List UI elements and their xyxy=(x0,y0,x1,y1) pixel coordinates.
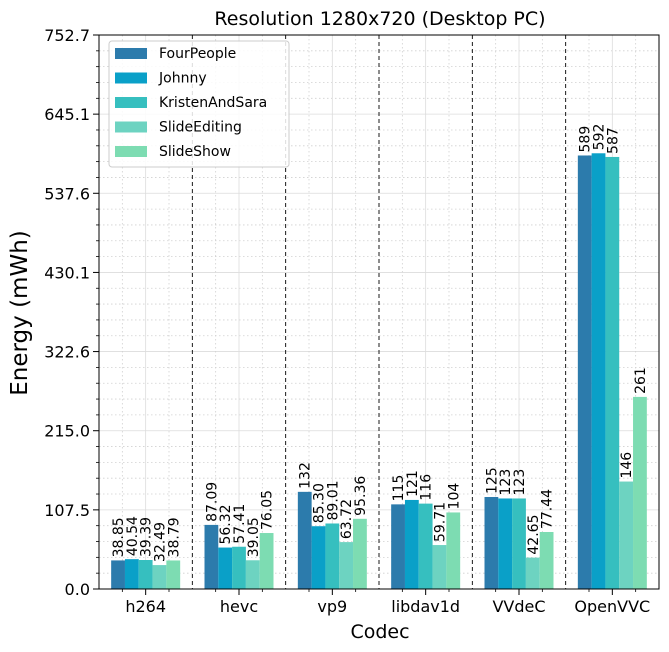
bar-Johnny-OpenVVC xyxy=(591,153,606,589)
bar-KristenAndSara-vp9 xyxy=(325,523,340,589)
bar-label: 592 xyxy=(592,124,608,151)
bar-label: 89.01 xyxy=(325,480,341,520)
legend-label: KristenAndSara xyxy=(159,95,267,111)
bar-SlideShow-VVdeC xyxy=(539,532,554,589)
bar-KristenAndSara-libdav1d xyxy=(418,503,433,589)
y-tick-label: 752.7 xyxy=(44,26,90,45)
bar-label: 132 xyxy=(298,462,314,489)
bar-Johnny-vp9 xyxy=(311,526,326,589)
bar-label: 40.54 xyxy=(125,516,141,556)
y-tick-label: 645.1 xyxy=(44,105,90,124)
bar-label: 123 xyxy=(498,469,514,496)
y-axis-label: Energy (mWh) xyxy=(7,230,33,396)
bar-label: 38.85 xyxy=(111,517,127,557)
bar-KristenAndSara-VVdeC xyxy=(512,498,526,589)
x-tick-label: VVdeC xyxy=(492,597,545,616)
bar-label: 95.36 xyxy=(353,476,369,516)
bar-SlideEditing-OpenVVC xyxy=(619,481,634,589)
bar-label: 76.05 xyxy=(260,490,276,530)
bars xyxy=(111,153,647,590)
bar-label: 116 xyxy=(419,474,435,501)
bar-label: 589 xyxy=(578,126,594,153)
y-tick-label: 537.6 xyxy=(44,184,90,203)
bar-Johnny-VVdeC xyxy=(498,498,513,589)
y-tick-label: 215.0 xyxy=(44,422,90,441)
bar-SlideEditing-hevc xyxy=(245,560,260,589)
bar-SlideShow-h264 xyxy=(166,560,181,589)
legend-swatch-FourPeople xyxy=(115,48,147,59)
x-tick-label: h264 xyxy=(125,597,166,616)
bar-Johnny-h264 xyxy=(124,559,139,589)
chart-title: Resolution 1280x720 (Desktop PC) xyxy=(214,8,545,30)
legend-swatch-SlideEditing xyxy=(115,121,147,133)
plot-frame xyxy=(98,34,660,590)
bar-SlideEditing-VVdeC xyxy=(525,557,540,589)
bar-SlideShow-libdav1d xyxy=(446,512,461,589)
bar-SlideShow-hevc xyxy=(259,533,274,589)
bar-label: 38.79 xyxy=(166,517,182,557)
bar-Johnny-libdav1d xyxy=(404,499,419,589)
legend-label: SlideEditing xyxy=(159,120,242,136)
bar-FourPeople-h264 xyxy=(111,560,125,589)
bar-label: 77.44 xyxy=(540,489,556,529)
legend-box xyxy=(108,40,290,168)
y-tick-label: 107.5 xyxy=(44,501,90,520)
bar-SlideEditing-h264 xyxy=(152,565,167,589)
bar-label: 261 xyxy=(633,367,649,394)
bar-FourPeople-vp9 xyxy=(297,491,312,589)
bar-label: 42.65 xyxy=(526,515,542,555)
bar-Johnny-hevc xyxy=(218,547,233,589)
bar-label: 123 xyxy=(512,469,528,496)
legend-label: FourPeople xyxy=(159,46,236,62)
bar-SlideEditing-vp9 xyxy=(339,542,354,589)
x-axis-label: Codec xyxy=(350,621,409,643)
legend: FourPeople Johnny KristenAndSara SlideEditi… xyxy=(108,40,290,168)
x-tick-label: hevc xyxy=(220,597,258,616)
legend-swatch-KristenAndSara xyxy=(115,97,147,108)
bar-label: 59.71 xyxy=(432,502,448,542)
bar-FourPeople-OpenVVC xyxy=(577,155,592,590)
bar-label: 32.49 xyxy=(152,522,168,562)
bar-FourPeople-hevc xyxy=(204,524,219,589)
bar-label: 121 xyxy=(405,470,421,497)
legend-swatch-Johnny xyxy=(115,72,147,84)
bar-label: 39.05 xyxy=(246,517,262,557)
bar-label: 125 xyxy=(484,467,500,494)
bar-label: 57.41 xyxy=(232,504,248,544)
bar-label: 56.32 xyxy=(218,504,234,544)
x-axis: h264 hevc vp9 libdav1d VVdeC OpenVVC xyxy=(121,589,650,616)
y-axis: 0.0 107.5 215.0 322.6 430.1 537.6 645.1 752.7 xyxy=(44,26,99,599)
bar-KristenAndSara-h264 xyxy=(138,560,153,589)
x-tick-label: libdav1d xyxy=(391,597,460,616)
bar-label: 87.09 xyxy=(204,482,220,522)
bar-SlideEditing-libdav1d xyxy=(432,545,447,589)
bar-KristenAndSara-OpenVVC xyxy=(605,156,620,590)
bar-FourPeople-libdav1d xyxy=(391,504,405,589)
bar-label: 39.39 xyxy=(139,517,155,557)
bar-label: 146 xyxy=(619,452,635,479)
bar-label: 85.30 xyxy=(312,483,328,523)
y-tick-label: 322.6 xyxy=(44,343,90,362)
bar-FourPeople-VVdeC xyxy=(484,496,499,589)
bar-label: 587 xyxy=(605,127,621,154)
bar-label: 104 xyxy=(446,483,462,510)
bar-SlideShow-vp9 xyxy=(353,518,367,589)
x-tick-label: OpenVVC xyxy=(574,597,650,616)
legend-swatch-SlideShow xyxy=(115,146,147,157)
y-tick-label: 430.1 xyxy=(44,263,90,282)
x-tick-label: vp9 xyxy=(317,597,347,616)
bar-label: 115 xyxy=(391,475,407,502)
bar-label: 63.72 xyxy=(339,499,355,539)
bar-SlideShow-OpenVVC xyxy=(633,396,647,589)
legend-label: SlideShow xyxy=(159,144,231,160)
legend-label: Johnny xyxy=(158,71,207,87)
bar-KristenAndSara-hevc xyxy=(232,546,246,589)
y-tick-label: 0.0 xyxy=(65,580,90,599)
